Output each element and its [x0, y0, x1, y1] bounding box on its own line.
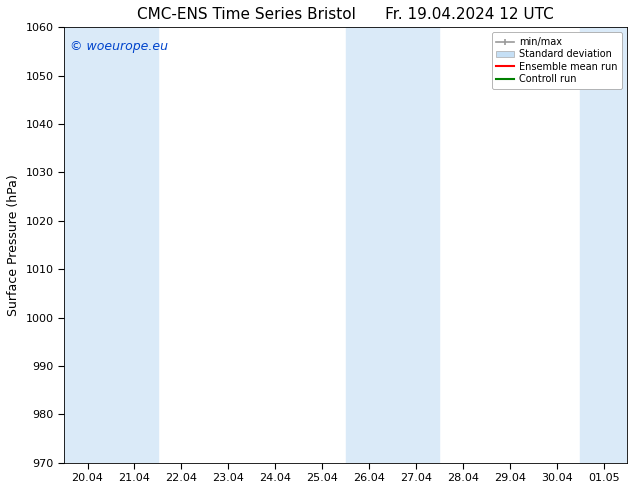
Bar — [580, 27, 627, 463]
Bar — [111, 27, 158, 463]
Bar — [64, 27, 111, 463]
Bar — [392, 27, 439, 463]
Legend: min/max, Standard deviation, Ensemble mean run, Controll run: min/max, Standard deviation, Ensemble me… — [491, 32, 622, 89]
Text: © woeurope.eu: © woeurope.eu — [70, 40, 167, 53]
Y-axis label: Surface Pressure (hPa): Surface Pressure (hPa) — [7, 174, 20, 316]
Title: CMC-ENS Time Series Bristol      Fr. 19.04.2024 12 UTC: CMC-ENS Time Series Bristol Fr. 19.04.20… — [137, 7, 554, 22]
Bar — [346, 27, 392, 463]
